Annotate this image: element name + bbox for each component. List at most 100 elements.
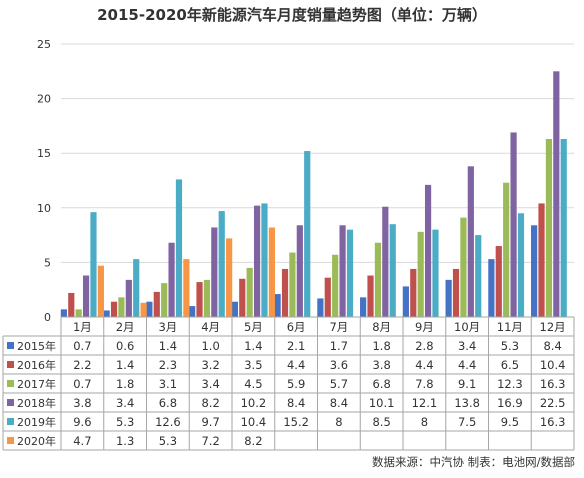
bar bbox=[424, 184, 432, 317]
bar bbox=[133, 259, 140, 317]
bar bbox=[218, 211, 225, 317]
bar bbox=[432, 229, 439, 317]
data-label: 16.3 bbox=[540, 377, 566, 391]
bar bbox=[239, 278, 246, 317]
bar bbox=[445, 279, 452, 317]
data-label: 2.3 bbox=[159, 358, 177, 372]
bar bbox=[517, 213, 525, 317]
data-label: 2.1 bbox=[287, 339, 305, 353]
bar bbox=[304, 151, 311, 317]
bar bbox=[339, 225, 346, 317]
bar bbox=[538, 203, 545, 317]
bar bbox=[495, 246, 502, 317]
data-label: 7.2 bbox=[201, 434, 219, 448]
data-label: 5.3 bbox=[501, 339, 519, 353]
data-label: 1.4 bbox=[116, 358, 134, 372]
legend-entry: 2017年 bbox=[17, 377, 56, 391]
bar bbox=[183, 259, 190, 317]
y-tick-label: 15 bbox=[37, 147, 51, 160]
data-label: 6.5 bbox=[501, 358, 519, 372]
bar bbox=[324, 277, 331, 317]
legend-key bbox=[7, 342, 14, 349]
bar bbox=[82, 275, 90, 317]
data-label: 10.4 bbox=[241, 415, 267, 429]
data-label: 6.8 bbox=[159, 396, 177, 410]
bar bbox=[253, 205, 261, 317]
bar bbox=[417, 231, 424, 317]
bar bbox=[211, 227, 218, 317]
data-label: 3.6 bbox=[330, 358, 348, 372]
data-label: 16.9 bbox=[497, 396, 523, 410]
data-table: 1月 2月 3月 4月 5月 6月 7月 8月 9月 10月 11月 12月 2015年 0.7 0.6 1.… bbox=[2, 316, 575, 451]
bar bbox=[560, 139, 567, 317]
data-label: 1.3 bbox=[116, 434, 134, 448]
data-label: 5.7 bbox=[330, 377, 348, 391]
data-label: 4.4 bbox=[287, 358, 305, 372]
bar bbox=[274, 294, 281, 317]
bar bbox=[153, 291, 160, 317]
data-label: 10.4 bbox=[540, 358, 566, 372]
data-label: 3.5 bbox=[244, 358, 262, 372]
y-tick-label: 0 bbox=[44, 311, 51, 324]
bar bbox=[75, 309, 82, 317]
data-label: 3.1 bbox=[159, 377, 177, 391]
data-label: 1.4 bbox=[159, 339, 177, 353]
x-tick-label: 7月 bbox=[329, 320, 348, 334]
data-label: 7.8 bbox=[415, 377, 433, 391]
data-label: 9.6 bbox=[73, 415, 91, 429]
bar bbox=[289, 252, 296, 317]
data-label: 12.1 bbox=[412, 396, 438, 410]
bar bbox=[97, 265, 104, 317]
data-label: 16.3 bbox=[540, 415, 566, 429]
data-label: 8.5 bbox=[372, 415, 390, 429]
bar bbox=[231, 301, 238, 317]
data-label: 3.4 bbox=[201, 377, 219, 391]
data-label: 3.4 bbox=[458, 339, 476, 353]
bar bbox=[125, 279, 132, 317]
data-label: 3.4 bbox=[116, 396, 134, 410]
bar bbox=[281, 268, 289, 317]
data-label: 3.8 bbox=[372, 358, 390, 372]
bar bbox=[402, 286, 409, 317]
bar bbox=[510, 132, 517, 317]
bar bbox=[118, 297, 125, 317]
y-tick-label: 25 bbox=[37, 38, 51, 51]
data-label: 0.7 bbox=[73, 377, 91, 391]
bar bbox=[346, 229, 354, 317]
bar bbox=[488, 259, 495, 317]
legend-entry: 2018年 bbox=[17, 396, 56, 410]
bar bbox=[168, 242, 175, 317]
data-label: 1.7 bbox=[330, 339, 348, 353]
legend-entry: 2015年 bbox=[17, 339, 56, 353]
x-tick-label: 3月 bbox=[158, 320, 177, 334]
x-tick-label: 4月 bbox=[201, 320, 220, 334]
legend-key bbox=[7, 418, 14, 425]
legend-entry: 2020年 bbox=[17, 434, 56, 448]
bar bbox=[452, 268, 460, 317]
data-label: 8.4 bbox=[543, 339, 561, 353]
data-label: 1.8 bbox=[372, 339, 390, 353]
bar bbox=[246, 267, 253, 317]
source-note: 数据来源：中汽协 制表：电池网/数据部 bbox=[372, 455, 575, 469]
x-tick-label: 1月 bbox=[73, 320, 92, 334]
legend-key bbox=[7, 380, 14, 387]
bar bbox=[90, 212, 97, 317]
bar bbox=[317, 298, 324, 317]
legend-entry: 2019年 bbox=[17, 415, 56, 429]
data-label: 10.2 bbox=[241, 396, 267, 410]
data-label: 8 bbox=[335, 415, 342, 429]
bar bbox=[545, 139, 553, 317]
data-label: 2.2 bbox=[73, 358, 91, 372]
data-label: 8.2 bbox=[201, 396, 219, 410]
data-label: 8.4 bbox=[287, 396, 305, 410]
data-label: 9.1 bbox=[458, 377, 476, 391]
data-label: 22.5 bbox=[540, 396, 566, 410]
bar bbox=[68, 292, 75, 317]
bar bbox=[60, 309, 67, 317]
data-label: 6.8 bbox=[372, 377, 390, 391]
bar bbox=[332, 254, 339, 317]
bar bbox=[110, 301, 118, 317]
x-tick-label: 11月 bbox=[497, 320, 523, 334]
data-label: 1.0 bbox=[201, 339, 219, 353]
